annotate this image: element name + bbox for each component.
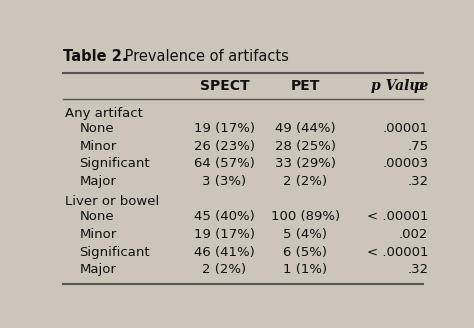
Text: 45 (40%): 45 (40%)	[194, 210, 255, 223]
Text: Significant: Significant	[80, 157, 150, 170]
Text: SPECT: SPECT	[200, 79, 249, 93]
Text: Table 2.: Table 2.	[63, 50, 128, 65]
Text: 28 (25%): 28 (25%)	[275, 140, 336, 153]
Text: 100 (89%): 100 (89%)	[271, 210, 340, 223]
Text: .75: .75	[407, 140, 428, 153]
Text: 1 (1%): 1 (1%)	[283, 263, 328, 277]
Text: < .00001: < .00001	[367, 210, 428, 223]
Text: 19 (17%): 19 (17%)	[194, 228, 255, 241]
Text: None: None	[80, 210, 114, 223]
Text: 64 (57%): 64 (57%)	[194, 157, 255, 170]
Text: Minor: Minor	[80, 140, 117, 153]
Text: Major: Major	[80, 175, 116, 188]
Text: 6 (5%): 6 (5%)	[283, 246, 328, 259]
Text: .00001: .00001	[383, 122, 428, 135]
Text: Liver or bowel: Liver or bowel	[65, 195, 159, 208]
Text: .002: .002	[399, 228, 428, 241]
Text: Significant: Significant	[80, 246, 150, 259]
Text: PET: PET	[291, 79, 320, 93]
Text: 2 (2%): 2 (2%)	[283, 175, 328, 188]
Text: .32: .32	[407, 263, 428, 277]
Text: 5 (4%): 5 (4%)	[283, 228, 328, 241]
Text: < .00001: < .00001	[367, 246, 428, 259]
Text: Prevalence of artifacts: Prevalence of artifacts	[120, 50, 289, 65]
Text: p: p	[414, 79, 428, 93]
Text: 46 (41%): 46 (41%)	[194, 246, 255, 259]
Text: Minor: Minor	[80, 228, 117, 241]
Text: 2 (2%): 2 (2%)	[202, 263, 246, 277]
Text: 3 (3%): 3 (3%)	[202, 175, 246, 188]
Text: None: None	[80, 122, 114, 135]
Text: Any artifact: Any artifact	[65, 107, 143, 120]
Text: 33 (29%): 33 (29%)	[275, 157, 336, 170]
Text: .32: .32	[407, 175, 428, 188]
Text: 49 (44%): 49 (44%)	[275, 122, 336, 135]
Text: .00003: .00003	[383, 157, 428, 170]
Text: p Value: p Value	[371, 79, 428, 93]
Text: 26 (23%): 26 (23%)	[194, 140, 255, 153]
Text: 19 (17%): 19 (17%)	[194, 122, 255, 135]
Text: Major: Major	[80, 263, 116, 277]
